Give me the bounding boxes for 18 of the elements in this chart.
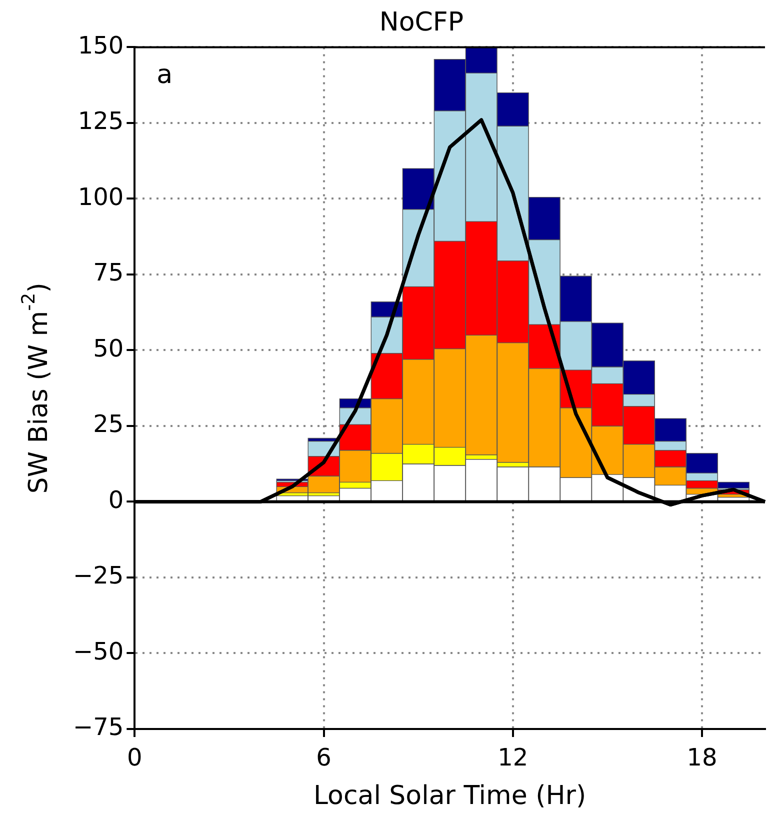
y-tick-label: 150 [78,31,124,60]
y-tick-label: 75 [93,258,124,287]
y-tick-label: 100 [78,182,124,211]
x-tick-label: 18 [686,744,718,772]
x-tick-label: 12 [498,744,528,772]
y-tick-label: −50 [72,637,124,666]
chart-title: NoCFP [379,7,464,38]
x-tick-label: 6 [316,744,332,772]
x-axis-title: Local Solar Time (Hr) [314,781,586,812]
annotation: a [156,60,173,90]
y-tick-label: 0 [108,486,124,514]
y-tick-label: 125 [78,107,124,136]
y-tick-label: 25 [93,410,124,438]
y-tick-label: −25 [72,562,124,590]
y-axis-title: SW Bias (W m-2) [18,282,54,494]
x-tick-label: 0 [127,744,142,772]
y-tick-label: 50 [93,334,124,362]
y-tick-label: −75 [72,713,124,742]
